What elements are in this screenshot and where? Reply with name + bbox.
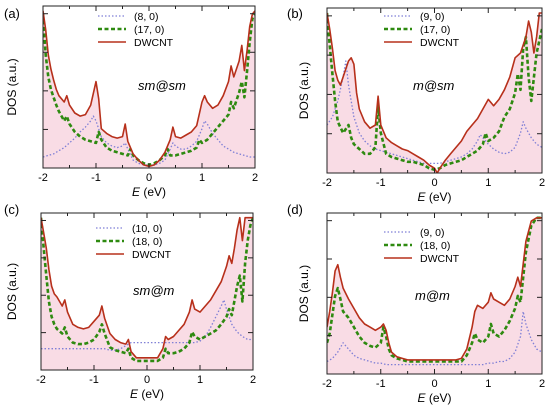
panel-b: -2 -1 0 1 2 (b) DOS (a.u.) E (eV) m@sm (9, 0)(17,… bbox=[287, 6, 545, 204]
legend-label-1: (8, 0) bbox=[134, 11, 159, 23]
x-tick-label: -1 bbox=[376, 378, 386, 390]
legend: (8, 0)(17, 0)DWCNT bbox=[98, 11, 174, 49]
x-tick-label: -2 bbox=[36, 374, 46, 386]
x-tick-label: -1 bbox=[91, 172, 101, 184]
legend-label-2: (18, 0) bbox=[132, 236, 162, 248]
panel-letter: (b) bbox=[287, 6, 303, 21]
panel-letter: (d) bbox=[287, 202, 303, 217]
panel-a: -2 -1 0 1 2 (a) DOS (a.u.) E (eV) sm@sm (8, 0)(17… bbox=[4, 5, 258, 199]
legend: (10, 0)(18, 0)DWCNT bbox=[96, 223, 172, 261]
x-tick-label: 2 bbox=[252, 172, 258, 184]
x-tick-label: 0 bbox=[431, 177, 437, 189]
series-line-1 bbox=[327, 60, 542, 165]
series-line-1 bbox=[41, 299, 253, 351]
legend-label-3: DWCNT bbox=[134, 37, 174, 49]
y-axis-label: DOS (a.u.) bbox=[5, 263, 19, 320]
dwcnt-shade bbox=[41, 217, 253, 370]
panel-c: -2 -1 0 1 2 (c) DOS (a.u.) E (eV) sm@m (10, 0)(18… bbox=[4, 202, 256, 401]
x-tick-label: 1 bbox=[485, 378, 491, 390]
x-tick-label: 0 bbox=[431, 378, 437, 390]
legend-label-3: DWCNT bbox=[132, 249, 172, 261]
legend-label-1: (9, 0) bbox=[420, 227, 445, 239]
legend-label-3: DWCNT bbox=[420, 253, 460, 265]
series-line-2 bbox=[41, 217, 253, 363]
x-tick-label: -2 bbox=[322, 177, 332, 189]
series-line-3 bbox=[327, 217, 542, 361]
x-tick-label: 2 bbox=[539, 378, 545, 390]
x-axis-label: E (eV) bbox=[417, 391, 451, 405]
y-axis-label: DOS (a.u.) bbox=[5, 58, 19, 115]
legend-label-1: (10, 0) bbox=[132, 223, 162, 235]
legend-label-2: (17, 0) bbox=[134, 24, 164, 36]
series-line-2 bbox=[327, 216, 542, 363]
x-tick-label: 1 bbox=[199, 172, 205, 184]
panel-annotation: m@m bbox=[415, 288, 450, 303]
x-tick-label: 2 bbox=[250, 374, 256, 386]
x-tick-label: -2 bbox=[322, 378, 332, 390]
x-tick-label: 1 bbox=[485, 177, 491, 189]
x-tick-label: 0 bbox=[144, 374, 150, 386]
legend-label-2: (18, 0) bbox=[420, 240, 450, 252]
x-tick-label: -1 bbox=[89, 374, 99, 386]
panel-d: -2 -1 0 1 2 (d) DOS (a.u.) E (eV) m@m (9, 0)(18, … bbox=[287, 202, 545, 405]
x-axis-label: E (eV) bbox=[417, 190, 451, 204]
panel-annotation: sm@sm bbox=[138, 78, 186, 93]
panel-annotation: sm@m bbox=[133, 283, 175, 298]
y-axis-label: DOS (a.u.) bbox=[297, 265, 311, 322]
legend-label-1: (9, 0) bbox=[420, 11, 445, 23]
x-axis-label: E (eV) bbox=[132, 185, 166, 199]
legend: (9, 0)(18, 0)DWCNT bbox=[384, 227, 460, 265]
legend-label-2: (17, 0) bbox=[420, 24, 450, 36]
x-tick-label: -1 bbox=[376, 177, 386, 189]
y-axis-label: DOS (a.u.) bbox=[297, 62, 311, 119]
x-tick-label: 2 bbox=[539, 177, 545, 189]
x-tick-label: -2 bbox=[38, 172, 48, 184]
series-line-3 bbox=[327, 12, 542, 173]
series-line-3 bbox=[41, 216, 253, 359]
legend: (9, 0)(17, 0)DWCNT bbox=[384, 11, 460, 49]
legend-label-3: DWCNT bbox=[420, 37, 460, 49]
x-axis-label: E (eV) bbox=[130, 387, 164, 401]
x-tick-label: 0 bbox=[146, 172, 152, 184]
x-tick-label: 1 bbox=[197, 374, 203, 386]
series-line-1 bbox=[327, 310, 542, 366]
panel-letter: (c) bbox=[4, 202, 19, 217]
panel-annotation: m@sm bbox=[413, 78, 455, 93]
panel-letter: (a) bbox=[4, 6, 20, 21]
